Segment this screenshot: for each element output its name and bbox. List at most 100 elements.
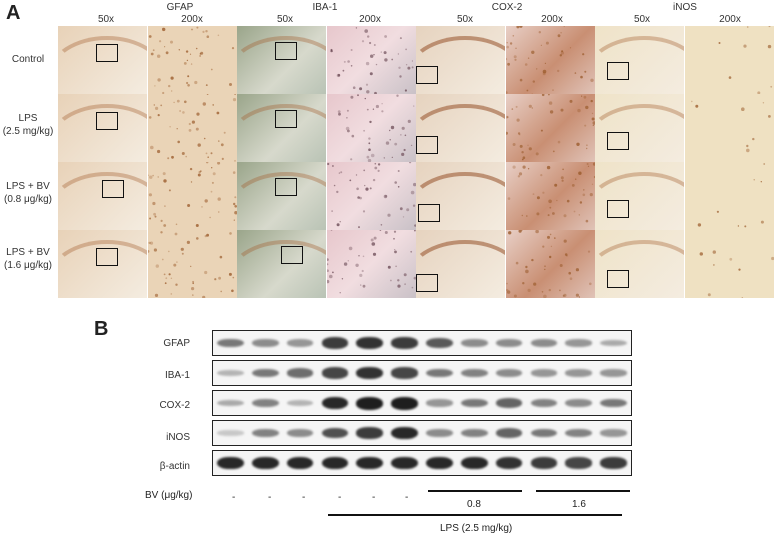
hippocampus-outline (237, 172, 326, 230)
hippocampus-outline (58, 36, 147, 94)
panel-a-letter: A (6, 2, 21, 24)
histology-tile-cox2-200x-row1 (505, 26, 595, 94)
header-cox2: COX-2 (491, 2, 523, 13)
header-iba1-50x: 50x (276, 14, 294, 25)
magnified-region-box (607, 62, 629, 80)
hippocampus-outline (237, 104, 326, 162)
magnified-region-box (416, 274, 438, 292)
hippocampus-outline (58, 240, 147, 298)
blot-band (460, 428, 488, 438)
blot-band (426, 337, 453, 349)
header-cox2-50x: 50x (456, 14, 474, 25)
blot-band (391, 426, 418, 440)
stained-cells (326, 162, 416, 229)
blot-band (251, 398, 279, 408)
blot-strip-cox2 (212, 390, 632, 416)
wb-label-beta-actin: β-actin (159, 461, 190, 472)
histology-tile-gfap-50x-row3 (58, 162, 147, 230)
blot-band (321, 337, 349, 349)
histology-image-grid (58, 26, 774, 298)
histology-tile-gfap-200x-row4 (147, 230, 237, 298)
bv-dash-3: - (302, 492, 306, 503)
blot-band (321, 396, 349, 410)
blot-band (460, 368, 488, 378)
blot-band (495, 368, 523, 378)
blot-strip-inos (212, 420, 632, 446)
blot-band (251, 456, 279, 470)
blot-band (530, 457, 558, 469)
histology-tile-cox2-50x-row2 (416, 94, 505, 162)
stained-cells (505, 26, 594, 94)
hippocampus-outline (58, 104, 147, 162)
histology-tile-gfap-50x-row4 (58, 230, 147, 298)
stained-cells (507, 162, 595, 223)
row-label-lps: LPS (2.5 mg/kg) (0, 112, 56, 138)
blot-band (600, 369, 627, 377)
stained-cells (718, 26, 772, 94)
blot-strip-gfap (212, 330, 632, 356)
magnified-region-box (275, 178, 297, 196)
blot-band (286, 456, 314, 470)
bv-dash-4: - (338, 492, 342, 503)
histology-tile-iba1-200x-row4 (326, 230, 416, 298)
blot-band (460, 338, 488, 348)
magnified-region-box (96, 248, 118, 266)
header-cox2-200x: 200x (541, 14, 563, 25)
stained-cells (697, 163, 765, 228)
blot-band (600, 398, 627, 408)
histology-tile-inos-50x-row2 (595, 94, 684, 162)
row-label-line2: (0.8 μg/kg) (3, 194, 52, 205)
hippocampus-outline (237, 240, 326, 298)
blot-band (356, 396, 384, 410)
histology-tile-gfap-200x-row3 (147, 162, 237, 230)
blot-band (565, 457, 593, 469)
hippocampus-outline (595, 172, 684, 230)
magnified-region-box (607, 200, 629, 218)
magnified-region-box (416, 136, 438, 154)
blot-band (426, 456, 453, 470)
blot-band (286, 368, 314, 378)
bv-dash-2: - (268, 492, 272, 503)
histology-tile-cox2-50x-row4 (416, 230, 505, 298)
blot-band (565, 398, 593, 408)
hippocampus-outline (416, 36, 505, 94)
blot-band (217, 399, 244, 407)
blot-band (286, 399, 314, 407)
stained-cells (699, 250, 774, 298)
magnified-region-box (96, 112, 118, 130)
hippocampus-outline (237, 36, 326, 94)
row-label-line2: (2.5 mg/kg) (2, 126, 54, 137)
header-gfap-50x: 50x (97, 14, 115, 25)
magnified-region-box (96, 44, 118, 62)
stained-cells (329, 27, 414, 94)
row-label-line1: LPS (18, 113, 38, 124)
blot-band (391, 456, 418, 470)
histology-tile-gfap-50x-row2 (58, 94, 147, 162)
wb-label-cox2: COX-2 (159, 400, 190, 411)
blot-band (426, 428, 453, 438)
blot-band (600, 457, 627, 469)
blot-band (530, 369, 558, 377)
header-gfap: GFAP (166, 2, 194, 13)
hippocampus-outline (416, 172, 505, 230)
header-inos: iNOS (673, 2, 697, 13)
histology-tile-gfap-50x-row1 (58, 26, 147, 94)
histology-tile-inos-200x-row2 (684, 94, 774, 162)
blot-band (460, 456, 488, 470)
stained-cells (326, 230, 416, 294)
blot-band (356, 336, 384, 350)
magnified-region-box (416, 66, 438, 84)
blot-strip-iba1 (212, 360, 632, 386)
row-label-lps-bv-low: LPS + BV (0.8 μg/kg) (0, 180, 56, 206)
blot-band (565, 369, 593, 377)
histology-tile-iba1-50x-row2 (237, 94, 326, 162)
blot-band (251, 368, 279, 378)
panel-b-letter: B (94, 318, 109, 340)
bv-dash-5: - (372, 492, 376, 503)
row-label-line1: LPS + BV (6, 181, 50, 192)
blot-band (600, 339, 627, 347)
blot-band (356, 456, 384, 470)
blot-band (286, 428, 314, 438)
magnified-region-box (275, 110, 297, 128)
blot-band (217, 338, 244, 348)
